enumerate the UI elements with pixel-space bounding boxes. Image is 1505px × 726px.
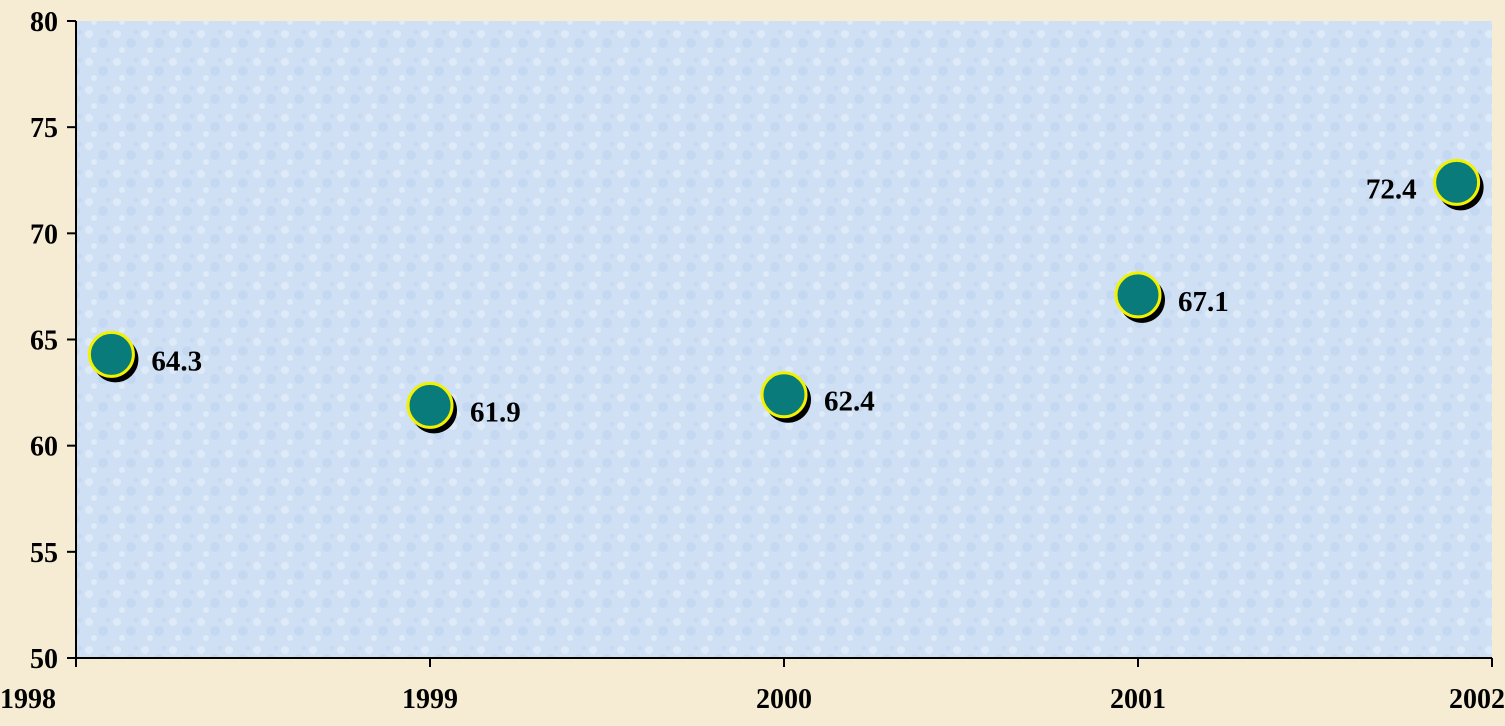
x-tick-label: 1999 (402, 684, 458, 715)
plot-area (76, 21, 1492, 658)
data-point: 67.1 (1114, 271, 1229, 323)
data-point-marker (1114, 271, 1162, 319)
y-tick-label: 80 (30, 7, 58, 38)
data-point-marker (406, 381, 454, 429)
y-tick-label: 65 (30, 326, 58, 357)
data-point: 64.3 (87, 330, 202, 383)
data-point-label: 67.1 (1178, 286, 1229, 318)
x-tick-label: 1998 (0, 684, 56, 715)
y-tick-label: 60 (30, 432, 58, 463)
data-point-marker (1433, 158, 1481, 206)
y-tick-label: 75 (30, 113, 58, 144)
data-point-marker (87, 330, 135, 378)
data-point-marker (760, 371, 808, 419)
x-tick-label: 2001 (1110, 684, 1166, 715)
data-point: 62.4 (760, 371, 875, 423)
data-point: 61.9 (406, 381, 521, 434)
data-point-label: 61.9 (470, 396, 521, 428)
y-tick-label: 55 (30, 538, 58, 569)
y-tick-label: 70 (30, 219, 58, 250)
y-tick-label: 50 (30, 644, 58, 675)
data-point-label: 64.3 (151, 345, 202, 377)
data-point-label: 72.4 (1366, 173, 1417, 205)
data-points: 64.3 61.9 62.4 67.1 72.4 (87, 158, 1484, 434)
x-tick-label: 2000 (756, 684, 812, 715)
data-point-label: 62.4 (824, 386, 875, 418)
data-point: 72.4 (1366, 158, 1484, 211)
x-tick-label: 2002 (1449, 684, 1505, 715)
axes: 50 55 60 65 70 75 80 1998 1999 2000 2001 2002 (0, 7, 1505, 715)
